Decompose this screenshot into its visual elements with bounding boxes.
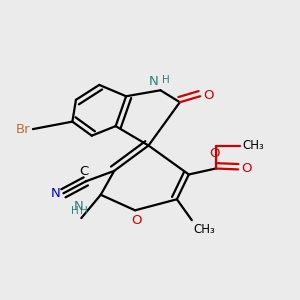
- Text: CH₃: CH₃: [193, 223, 215, 236]
- Text: N: N: [51, 187, 60, 200]
- Text: O: O: [241, 162, 252, 175]
- Text: C: C: [80, 165, 89, 178]
- Text: O: O: [204, 89, 214, 102]
- Text: N: N: [74, 200, 84, 213]
- Text: H: H: [71, 206, 79, 216]
- Text: O: O: [131, 214, 142, 227]
- Text: N: N: [149, 75, 159, 88]
- Text: Br: Br: [16, 123, 31, 136]
- Text: H: H: [162, 75, 170, 85]
- Text: O: O: [209, 147, 220, 160]
- Text: CH₃: CH₃: [243, 139, 264, 152]
- Text: H: H: [80, 206, 88, 216]
